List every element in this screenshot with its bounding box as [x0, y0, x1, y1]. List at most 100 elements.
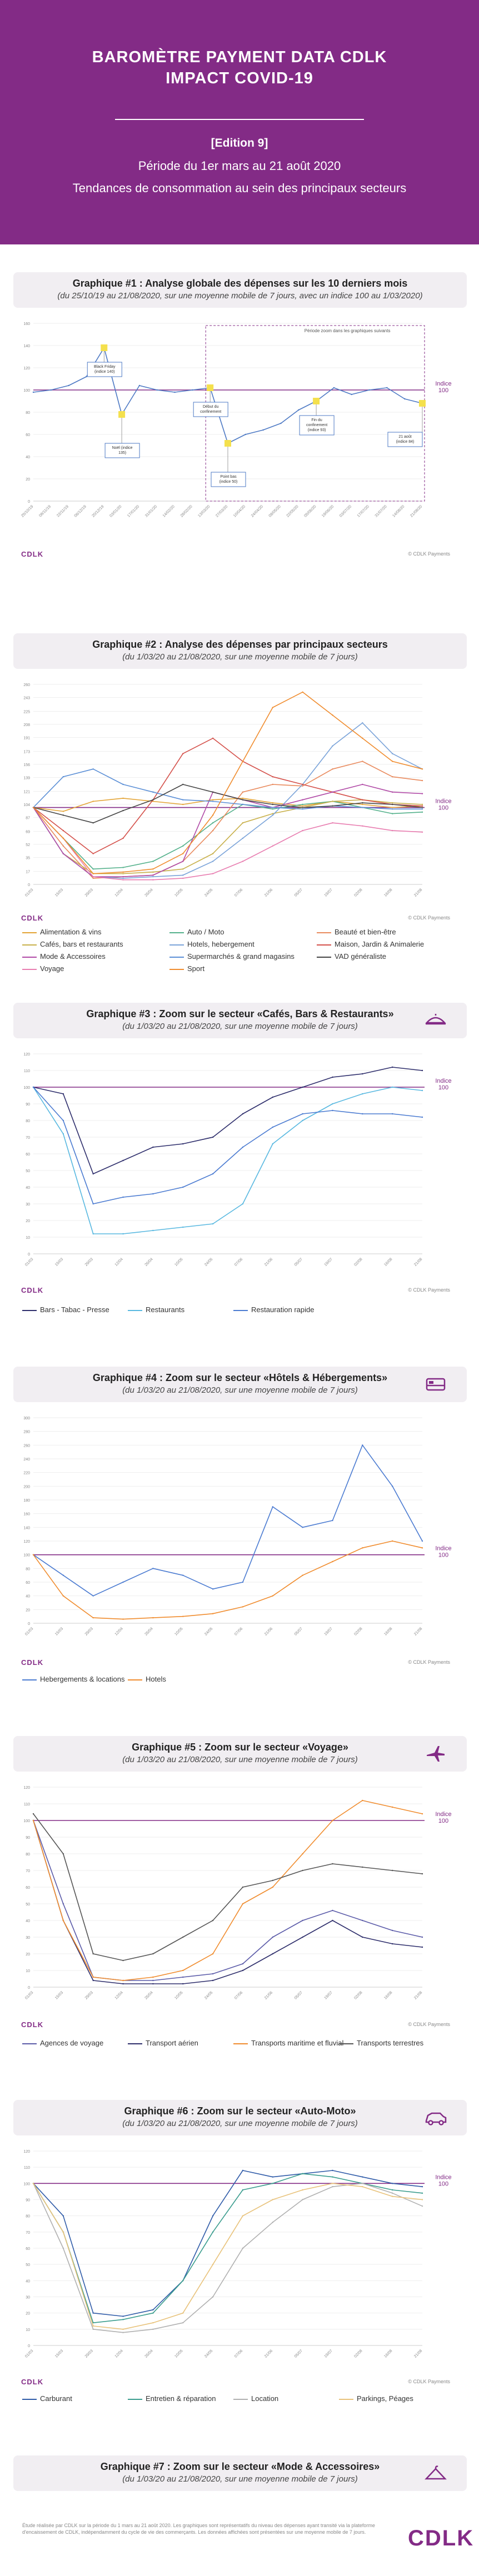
- x-tick-label: 19/06/20: [321, 504, 335, 518]
- y-tick-label: 90: [26, 2199, 30, 2203]
- legend-swatch: [22, 957, 37, 958]
- y-tick-label: 100: [23, 1554, 30, 1558]
- legend-label: Cafés, bars et restaurants: [40, 940, 123, 948]
- data-point: [242, 838, 243, 839]
- data-point: [182, 853, 183, 854]
- legend-label: Carburant: [40, 2394, 72, 2403]
- data-point: [422, 1813, 423, 1814]
- data-point: [92, 1953, 93, 1954]
- data-point: [422, 1873, 423, 1874]
- y-tick-label: 20: [26, 2312, 30, 2316]
- data-point: [392, 804, 393, 805]
- data-point: [272, 2176, 273, 2177]
- series-line-transport-a-rien: [33, 1820, 422, 1984]
- index-100-label: Indice: [435, 1545, 451, 1552]
- data-point: [242, 1582, 243, 1583]
- car-icon: [425, 2108, 447, 2128]
- x-tick-label: 10/05: [174, 2349, 183, 2358]
- data-point: [272, 1937, 273, 1938]
- data-point: [192, 389, 193, 391]
- x-tick-label: 21/06: [264, 888, 273, 897]
- x-tick-label: 12/04: [114, 2349, 124, 2358]
- x-tick-label: 14/08/20: [392, 504, 405, 518]
- data-point: [182, 2322, 183, 2323]
- data-point: [212, 2296, 213, 2297]
- data-point: [212, 1588, 213, 1589]
- x-tick-label: 01/03: [24, 2349, 34, 2358]
- data-point: [242, 1606, 243, 1607]
- data-point: [242, 798, 243, 799]
- data-point: [63, 853, 64, 854]
- legend-item: Mode & Accessoires: [22, 952, 106, 961]
- data-point: [302, 1870, 303, 1871]
- y-tick-label: 120: [23, 1540, 30, 1544]
- data-point: [272, 808, 273, 809]
- legend-label: Location: [251, 2394, 278, 2403]
- y-tick-label: 104: [23, 803, 30, 807]
- data-point: [152, 1983, 153, 1984]
- x-tick-label: 12/04: [114, 888, 124, 897]
- x-tick-label: 10/04/20: [233, 504, 246, 518]
- data-point: [392, 1067, 393, 1068]
- data-point: [122, 873, 123, 874]
- cdlk-logo-small: CDLK: [21, 2378, 43, 2386]
- data-point: [272, 776, 273, 777]
- data-point: [92, 2312, 93, 2313]
- series-line-carburant: [33, 2170, 422, 2317]
- x-tick-label: 13/03/20: [197, 504, 211, 518]
- data-point: [392, 1807, 393, 1808]
- y-tick-label: 243: [23, 697, 30, 701]
- y-tick-label: 40: [26, 1919, 30, 1923]
- data-point: [122, 2319, 123, 2320]
- data-point: [302, 2173, 303, 2174]
- copyright: © CDLK Payments: [408, 551, 450, 557]
- x-tick-label: 24/05: [204, 1257, 213, 1267]
- legend-label: Auto / Moto: [187, 928, 224, 936]
- chart-legend: Alimentation & vins Auto / Moto Beauté et …: [22, 928, 467, 986]
- legend-swatch: [22, 1310, 37, 1311]
- y-tick-label: 80: [26, 411, 30, 415]
- line-chart: 010203040506070809010011012001/03 15/03 29…: [17, 2144, 461, 2372]
- data-point: [63, 2215, 64, 2216]
- data-point: [362, 1547, 363, 1548]
- data-point: [272, 1506, 273, 1507]
- line-chart: 010203040506070809010011012001/03 15/03 29…: [17, 1780, 461, 2014]
- data-point: [212, 1613, 213, 1614]
- data-point: [422, 806, 423, 807]
- y-tick-label: 60: [26, 1886, 30, 1890]
- data-point: [212, 738, 213, 739]
- data-point: [404, 398, 405, 399]
- data-point: [392, 2189, 393, 2190]
- data-point: [332, 1920, 333, 1921]
- data-point: [51, 389, 52, 391]
- legend-item: Parkings, Péages: [339, 2394, 413, 2403]
- trend-label: Tendances de consommation au sein des pr…: [0, 181, 479, 196]
- data-point: [92, 1203, 93, 1204]
- index-100-label: 100: [438, 805, 448, 812]
- data-point: [92, 868, 93, 869]
- y-tick-label: 0: [28, 2344, 30, 2348]
- period-label: Période du 1er mars au 21 août 2020: [0, 159, 479, 173]
- data-point: [362, 722, 363, 723]
- hanger-icon: [425, 2463, 447, 2483]
- legend-swatch: [22, 932, 37, 933]
- x-tick-label: 02/08: [353, 2349, 363, 2358]
- data-point: [152, 874, 153, 876]
- y-tick-label: 69: [26, 830, 30, 834]
- data-point: [422, 1547, 423, 1548]
- data-point: [92, 1617, 93, 1618]
- plane-icon: [425, 1744, 447, 1764]
- legend-swatch: [128, 1310, 142, 1311]
- data-point: [242, 2189, 243, 2190]
- index-100-label: Indice: [435, 381, 451, 387]
- data-point: [212, 1223, 213, 1224]
- annotation-marker: [313, 398, 320, 404]
- legend-swatch: [317, 957, 331, 958]
- x-tick-label: 15/03: [54, 888, 64, 897]
- data-point: [122, 1980, 123, 1981]
- y-tick-label: 140: [23, 344, 30, 348]
- data-point: [422, 2205, 423, 2207]
- x-tick-label: 24/05: [204, 1627, 213, 1636]
- y-tick-label: 70: [26, 2231, 30, 2235]
- legend-label: Transports terrestres: [357, 2039, 423, 2047]
